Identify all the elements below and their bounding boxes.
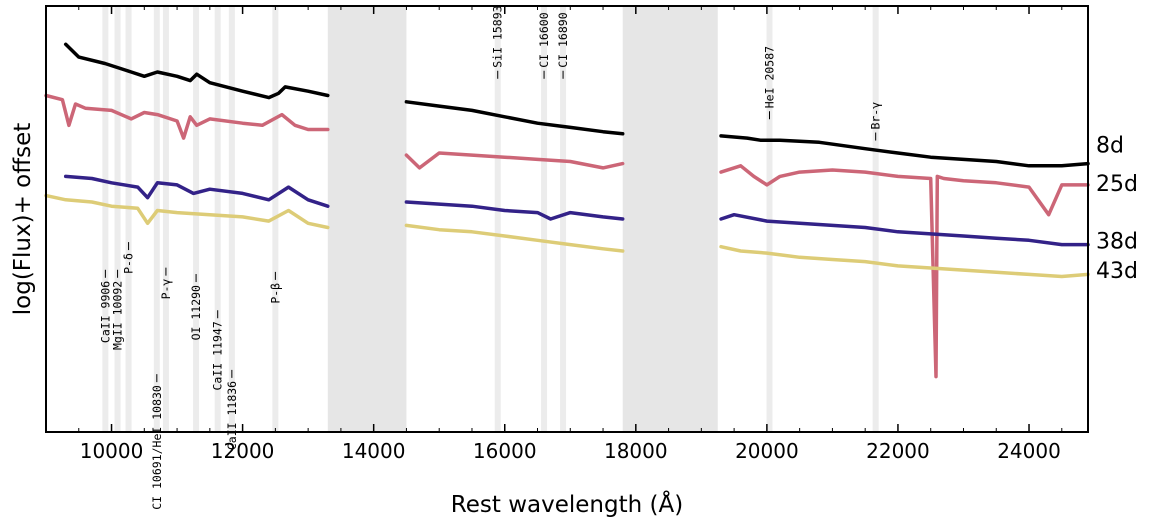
line-label-caii-11947: CaII 11947: [211, 321, 225, 390]
x-tick-label-22000: 22000: [866, 439, 930, 463]
series-43d: [44, 193, 1090, 279]
y-axis-label: log(Flux)+ offset: [10, 123, 36, 315]
telluric-bands: [327, 6, 718, 432]
marker-band-mgii-10092: [114, 6, 121, 432]
marker-band-caii-11836: [228, 6, 235, 432]
series-8d-segment-2: [404, 100, 625, 136]
x-tick-label-24000: 24000: [997, 439, 1061, 463]
marker-band-sii-15893: [494, 6, 501, 432]
x-tick-label-18000: 18000: [604, 439, 668, 463]
x-tick-label-14000: 14000: [342, 439, 406, 463]
series-43d-segment-1: [44, 193, 330, 230]
x-axis-label: Rest wavelength (Å): [451, 490, 683, 518]
series-43d-segment-2: [404, 223, 625, 253]
marker-band-ci-16600: [541, 6, 548, 432]
marker-band-p: [125, 6, 132, 432]
marker-band-ci-10691-hei-10830: [153, 6, 160, 432]
series-38d-segment-3: [719, 212, 1090, 247]
line-label-ci-16890: CI 16890: [556, 12, 570, 67]
x-tick-label-20000: 20000: [735, 439, 799, 463]
marker-band-hei-20587: [766, 6, 773, 432]
marker-band-p: [162, 6, 169, 432]
series-25d-segment-3: [719, 164, 1090, 379]
marker-band-oi-11290: [193, 6, 200, 432]
line-label-hei-20587: HeI 20587: [763, 46, 777, 108]
x-axis-ticks: 10000 12000 14000 16000 18000 20000 22000 24000: [45, 6, 1063, 463]
x-tick-label-10000: 10000: [80, 439, 144, 463]
epoch-label-43d: 43d: [1096, 259, 1138, 284]
line-label-ci-16600: CI 16600: [537, 12, 551, 67]
series-25d-segment-2: [404, 151, 625, 170]
series-8d-segment-1: [63, 42, 330, 100]
line-label-p: P-δ: [122, 253, 136, 274]
line-label-caii-9906: CaII 9906: [98, 281, 112, 343]
marker-band-ci-16890: [560, 6, 567, 432]
series-25d: [44, 93, 1090, 379]
x-tick-label-12000: 12000: [211, 439, 275, 463]
line-label-sii-15893: SiI 15893: [491, 5, 505, 67]
marker-band-br: [872, 6, 879, 432]
telluric-band-2: [622, 6, 718, 432]
line-label-p: P-γ: [159, 279, 173, 300]
marker-band-caii-9906: [102, 6, 109, 432]
epoch-label-25d: 25d: [1096, 172, 1138, 197]
x-tick-label-16000: 16000: [473, 439, 537, 463]
series-38d-segment-2: [404, 200, 625, 221]
plot-frame: [45, 5, 1089, 433]
spectra-series: [44, 42, 1090, 379]
series-8d-segment-3: [719, 134, 1090, 168]
epoch-labels: 8d 25d 38d 43d: [1096, 133, 1138, 284]
marker-band-caii-11947: [214, 6, 221, 432]
series-25d-segment-1: [44, 93, 330, 140]
series-43d-segment-3: [719, 244, 1090, 279]
line-label-p: P-β: [268, 283, 282, 304]
line-label-br: Br-γ: [869, 102, 883, 130]
line-label-ci-10691-hei-10830: CI 10691/HeI 10830: [150, 385, 164, 510]
telluric-band-1: [327, 6, 407, 432]
series-38d-segment-1: [63, 174, 330, 208]
epoch-label-38d: 38d: [1096, 229, 1138, 254]
epoch-label-8d: 8d: [1096, 133, 1124, 158]
series-38d: [63, 174, 1090, 247]
line-label-mgii-10092: MgII 10092: [111, 281, 125, 350]
line-label-oi-11290: OI 11290: [189, 285, 203, 340]
series-8d: [63, 42, 1090, 168]
